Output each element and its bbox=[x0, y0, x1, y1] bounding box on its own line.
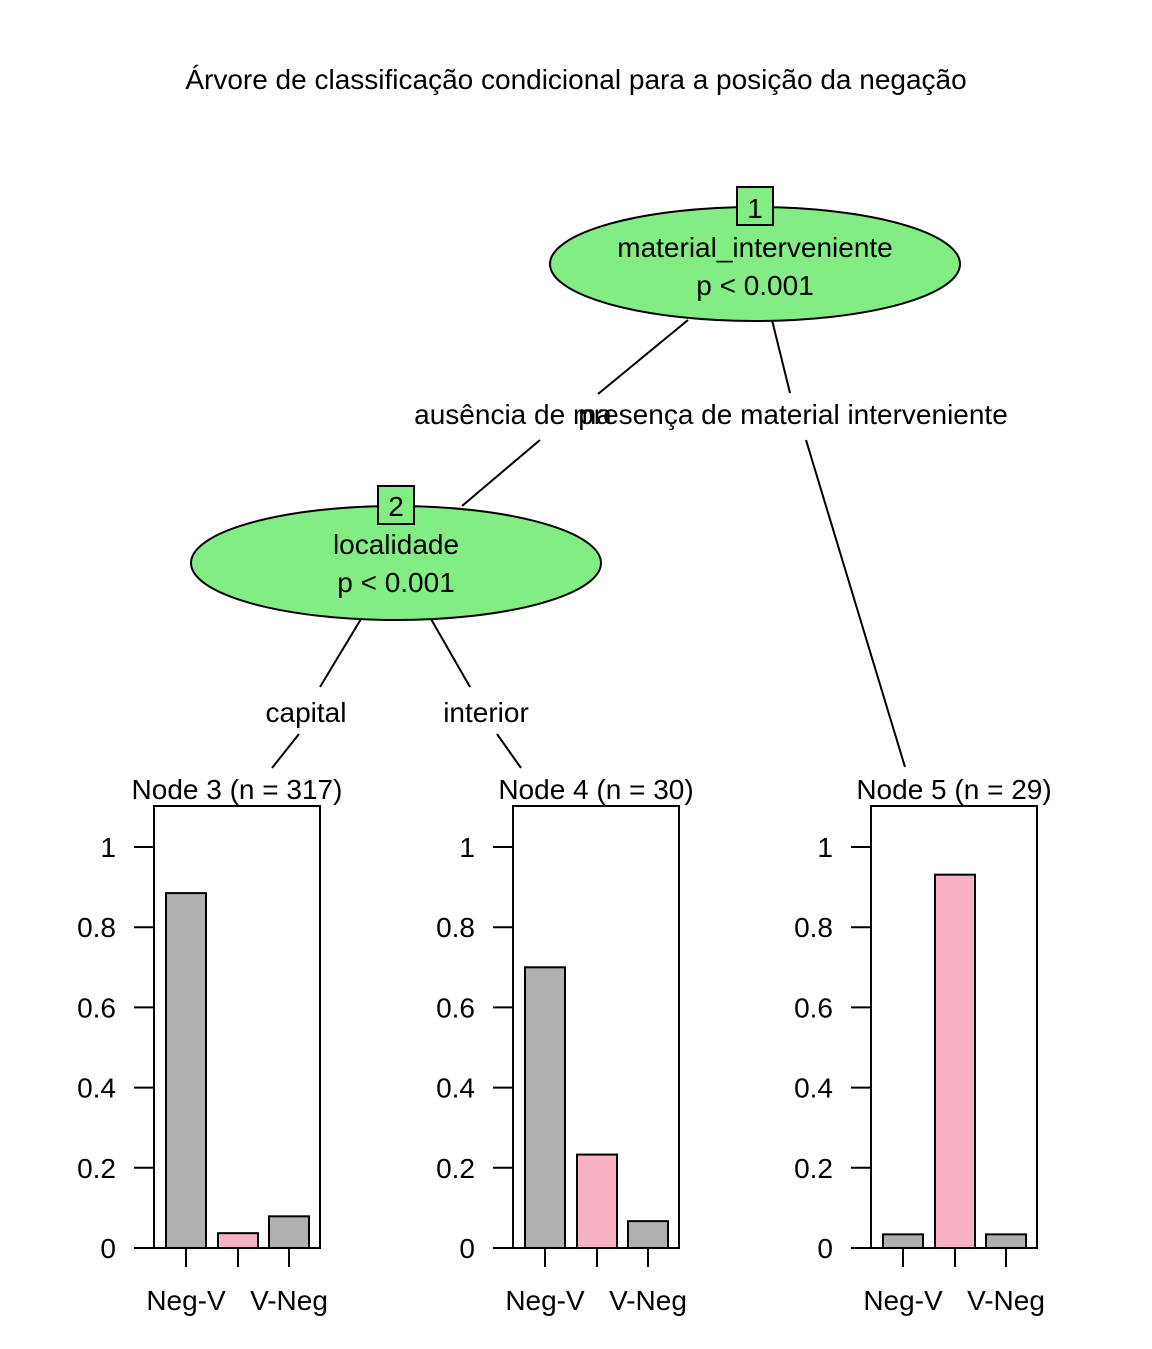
edge-n2-n3-upper bbox=[319, 618, 362, 688]
node-1-variable: material_interveniente bbox=[617, 232, 893, 263]
node-4-ytick-label: 1 bbox=[459, 832, 475, 863]
node-1-id-box bbox=[736, 186, 774, 226]
node-4-bar bbox=[576, 1153, 618, 1250]
node-3-xtick-label: V-Neg bbox=[250, 1285, 328, 1316]
terminal-nodes: Node 3 (n = 317) 0 0.2 0.4 0.6 0.8 1 Neg-V V-Neg… bbox=[77, 774, 1052, 1316]
node-5-bar bbox=[934, 873, 976, 1249]
node-4-xtick-label: Neg-V bbox=[505, 1285, 585, 1316]
node-5-ytick-label: 0.8 bbox=[794, 912, 833, 943]
node-4-ytick-label: 0.8 bbox=[436, 912, 475, 943]
node-3-bar bbox=[217, 1232, 259, 1249]
node-2-variable: localidade bbox=[333, 529, 459, 560]
node-5-title: Node 5 (n = 29) bbox=[856, 774, 1051, 805]
node-5-bar bbox=[985, 1233, 1027, 1249]
node-1-id: 1 bbox=[747, 193, 763, 224]
edge-n2-n3-lower bbox=[271, 733, 300, 769]
node-5-xtick-label: Neg-V bbox=[863, 1285, 943, 1316]
node-5-ytick-label: 1 bbox=[817, 832, 833, 863]
edge-n2-n4-lower bbox=[496, 733, 522, 769]
node-3-bar bbox=[165, 892, 207, 1249]
node-3-ytick-label: 1 bbox=[100, 832, 116, 863]
node-3-xtick-label: Neg-V bbox=[146, 1285, 226, 1316]
node-3-ytick-label: 0.2 bbox=[77, 1153, 116, 1184]
node-4-bar bbox=[524, 966, 566, 1249]
node-3-bar bbox=[268, 1215, 310, 1250]
node-2-id-box bbox=[377, 485, 415, 525]
node-4-ytick-label: 0.2 bbox=[436, 1153, 475, 1184]
inner-node-2: 2 localidade p < 0.001 bbox=[190, 485, 602, 621]
node-3-ytick-label: 0 bbox=[100, 1233, 116, 1264]
node-1-pvalue: p < 0.001 bbox=[696, 270, 814, 301]
edge-label-presence: presença de material interveniente bbox=[578, 399, 1008, 430]
node-5-ytick-label: 0.2 bbox=[794, 1153, 833, 1184]
node-3-title: Node 3 (n = 317) bbox=[132, 774, 343, 805]
node-4-title: Node 4 (n = 30) bbox=[498, 774, 693, 805]
node-5-ytick-label: 0.6 bbox=[794, 992, 833, 1023]
node-4-ytick-label: 0.6 bbox=[436, 992, 475, 1023]
edge-n1-n2-lower bbox=[461, 439, 541, 507]
edge-label-interior: interior bbox=[443, 697, 529, 728]
node-5-ytick-label: 0 bbox=[817, 1233, 833, 1264]
node-4-xtick-label: V-Neg bbox=[609, 1285, 687, 1316]
inner-node-1: 1 material_interveniente p < 0.001 bbox=[549, 186, 961, 322]
node-4-ytick-label: 0.4 bbox=[436, 1073, 475, 1104]
node-4-bar bbox=[627, 1220, 669, 1250]
edge-n1-n2-upper bbox=[597, 319, 689, 395]
node-3-ytick-label: 0.6 bbox=[77, 992, 116, 1023]
node-5-ytick-label: 0.4 bbox=[794, 1073, 833, 1104]
figure-title: Árvore de classificação condicional para… bbox=[185, 64, 966, 95]
node-4-ytick-label: 0 bbox=[459, 1233, 475, 1264]
edge-n1-n5-lower bbox=[805, 439, 906, 768]
node-5-xtick-label: V-Neg bbox=[967, 1285, 1045, 1316]
node-3-ytick-label: 0.4 bbox=[77, 1073, 116, 1104]
edge-label-absence: ausência de ma bbox=[414, 399, 612, 430]
node-3-ytick-label: 0.8 bbox=[77, 912, 116, 943]
edge-n1-n5-upper bbox=[771, 319, 791, 394]
edge-label-capital: capital bbox=[266, 697, 347, 728]
edge-n2-n4-upper bbox=[430, 618, 471, 688]
node-2-pvalue: p < 0.001 bbox=[337, 567, 455, 598]
node-5-bar bbox=[882, 1233, 924, 1249]
node-2-id: 2 bbox=[388, 491, 404, 522]
